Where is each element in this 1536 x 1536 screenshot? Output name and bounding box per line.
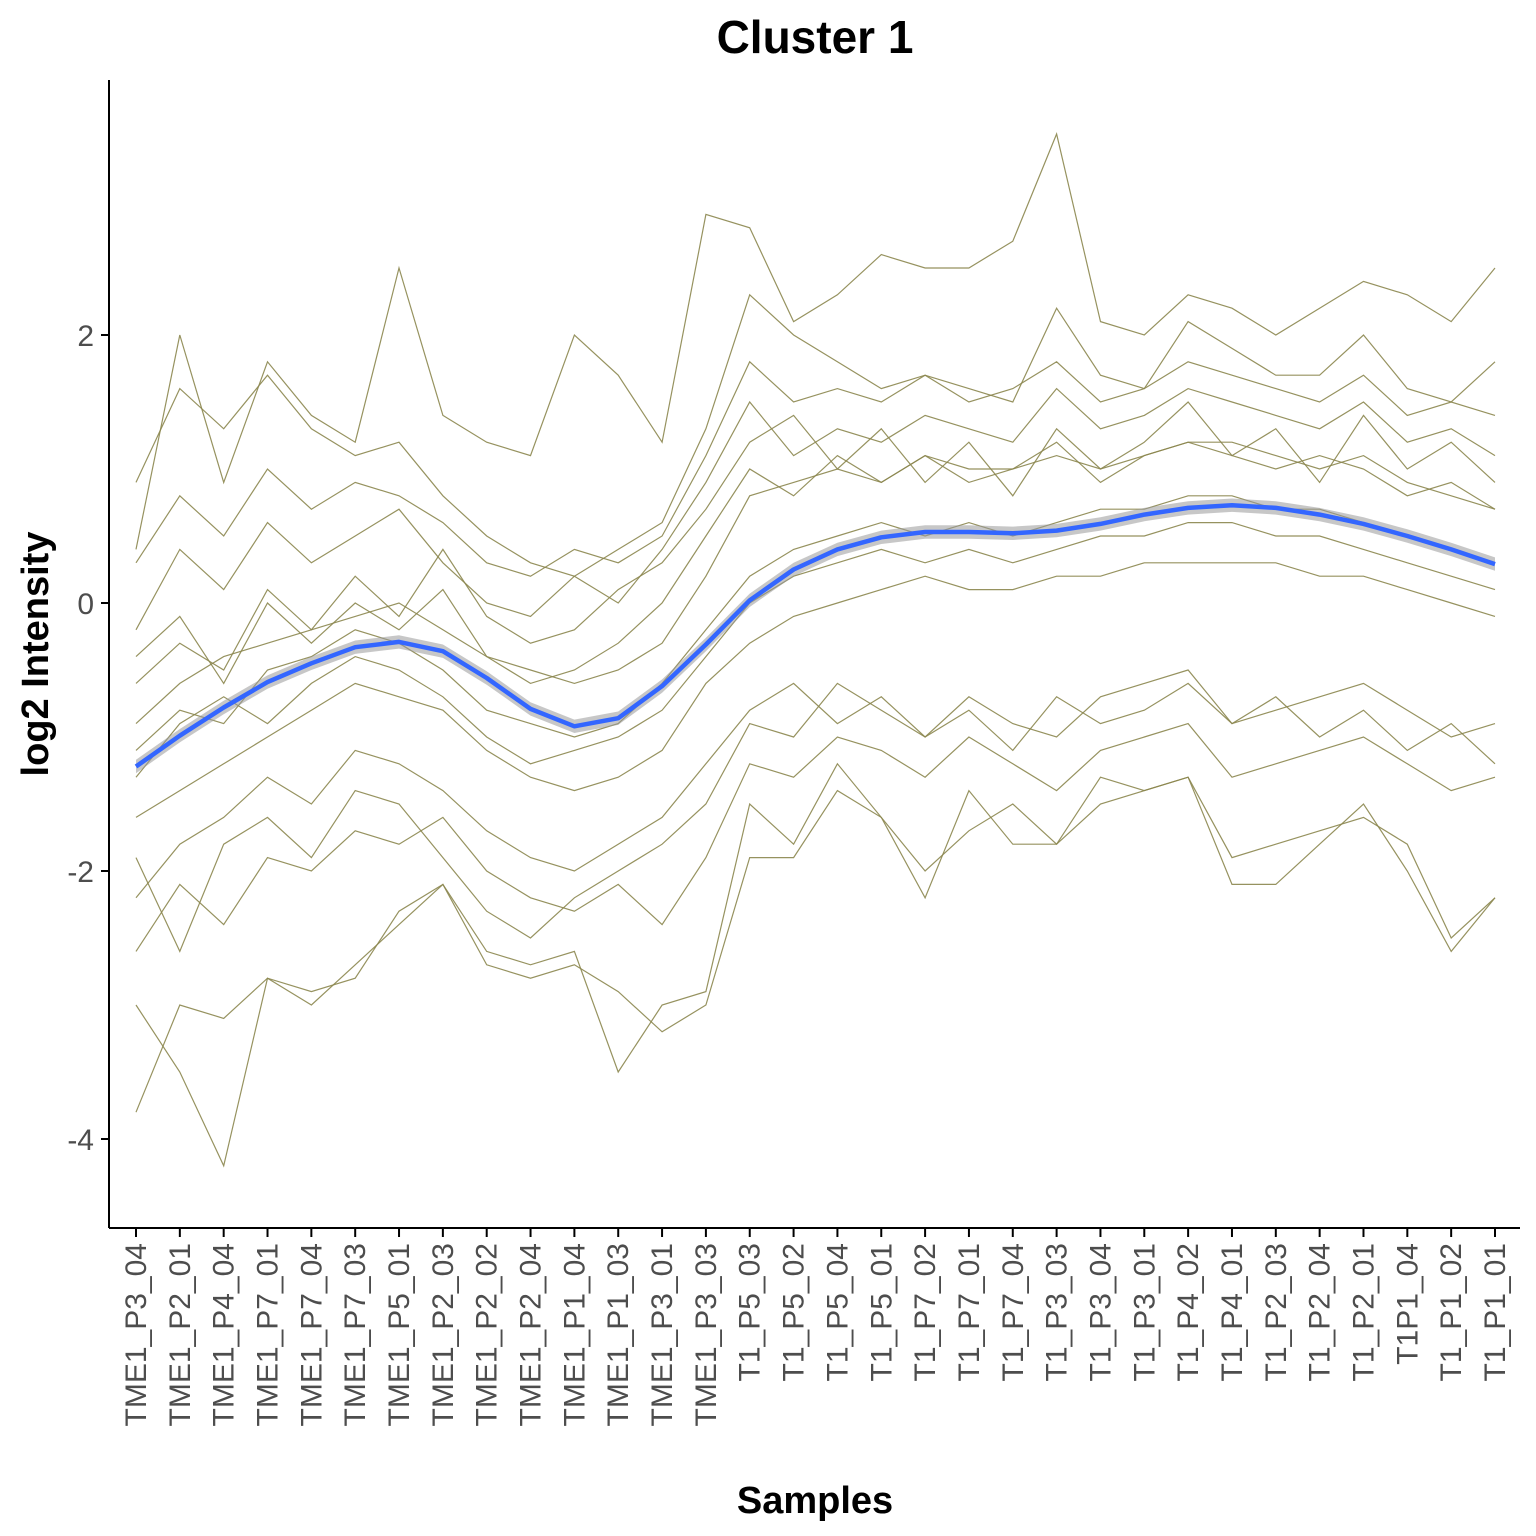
profile-line-13 [135,360,1496,577]
x-tick-label: TME1_P2_03 [427,1243,460,1426]
profile-line-3 [135,293,1496,577]
y-tick-label: -4 [67,1124,94,1157]
x-tick-label: TME1_P7_03 [339,1243,372,1426]
x-tick-label: T1_P7_01 [953,1243,986,1381]
x-tick-label: T1_P5_02 [778,1243,811,1381]
profile-line-6 [135,682,1496,899]
x-tick-label: T1_P4_02 [1172,1243,1205,1381]
profile-lines [135,132,1496,1168]
x-axis: TME1_P3_04 TME1_P2_01 TME1_P4_04 TME1_P7_01… [120,1228,1512,1426]
y-tick-label: 0 [77,588,94,621]
profile-line-14 [135,669,1496,953]
x-tick-label: TME1_P3_01 [646,1243,679,1426]
y-tick-label: 2 [77,320,94,353]
x-tick-label: T1_P3_03 [1041,1243,1074,1381]
trend-confidence-band [136,498,1495,774]
x-tick-label: T1_P5_03 [734,1243,767,1381]
x-tick-label: T1_P7_04 [997,1243,1030,1381]
profile-line-7 [135,132,1496,550]
profile-line-10 [135,387,1496,631]
trend-line [134,502,1496,769]
profile-line-12 [135,522,1496,778]
x-tick-label: T1_P1_01 [1479,1243,1512,1381]
x-tick-label: T1P1_04 [1391,1243,1424,1365]
x-tick-label: T1_P5_01 [865,1243,898,1381]
x-axis-title: Samples [737,1480,893,1522]
x-tick-label: T1_P3_04 [1085,1243,1118,1381]
x-tick-label: TME1_P2_04 [515,1243,548,1426]
y-tick-label: -2 [67,856,94,889]
x-tick-label: T1_P5_04 [821,1243,854,1381]
profile-line-2 [135,562,1496,818]
x-tick-label: TME1_P7_01 [252,1243,285,1426]
x-tick-label: T1_P3_01 [1128,1243,1161,1381]
profile-line-8 [135,762,1496,1168]
trend-group [134,498,1496,774]
chart-title: Cluster 1 [717,11,914,63]
profile-line-15 [135,441,1496,685]
profile-line-1 [135,441,1496,725]
x-tick-label: TME1_P2_01 [164,1243,197,1426]
x-tick-label: TME1_P3_03 [690,1243,723,1426]
x-tick-label: TME1_P3_04 [120,1243,153,1426]
x-tick-label: T1_P2_01 [1348,1243,1381,1381]
x-tick-label: TME1_P5_01 [383,1243,416,1426]
x-tick-label: TME1_P7_04 [295,1243,328,1426]
x-tick-label: TME1_P1_04 [558,1243,591,1426]
y-axis-title: log2 Intensity [15,532,57,777]
x-tick-label: T1_P1_02 [1435,1243,1468,1381]
profile-line-4 [135,776,1496,1113]
x-tick-label: TME1_P2_02 [471,1243,504,1426]
x-tick-label: TME1_P1_03 [602,1243,635,1426]
x-tick-label: T1_P2_03 [1260,1243,1293,1381]
x-tick-label: T1_P2_04 [1304,1243,1337,1381]
profile-line-11 [135,722,1496,952]
profile-line-9 [135,495,1496,751]
y-axis: -4 -2 0 2 [67,320,109,1157]
x-tick-label: T1_P4_01 [1216,1243,1249,1381]
x-tick-label: T1_P7_02 [909,1243,942,1381]
x-tick-label: TME1_P4_04 [208,1243,241,1426]
